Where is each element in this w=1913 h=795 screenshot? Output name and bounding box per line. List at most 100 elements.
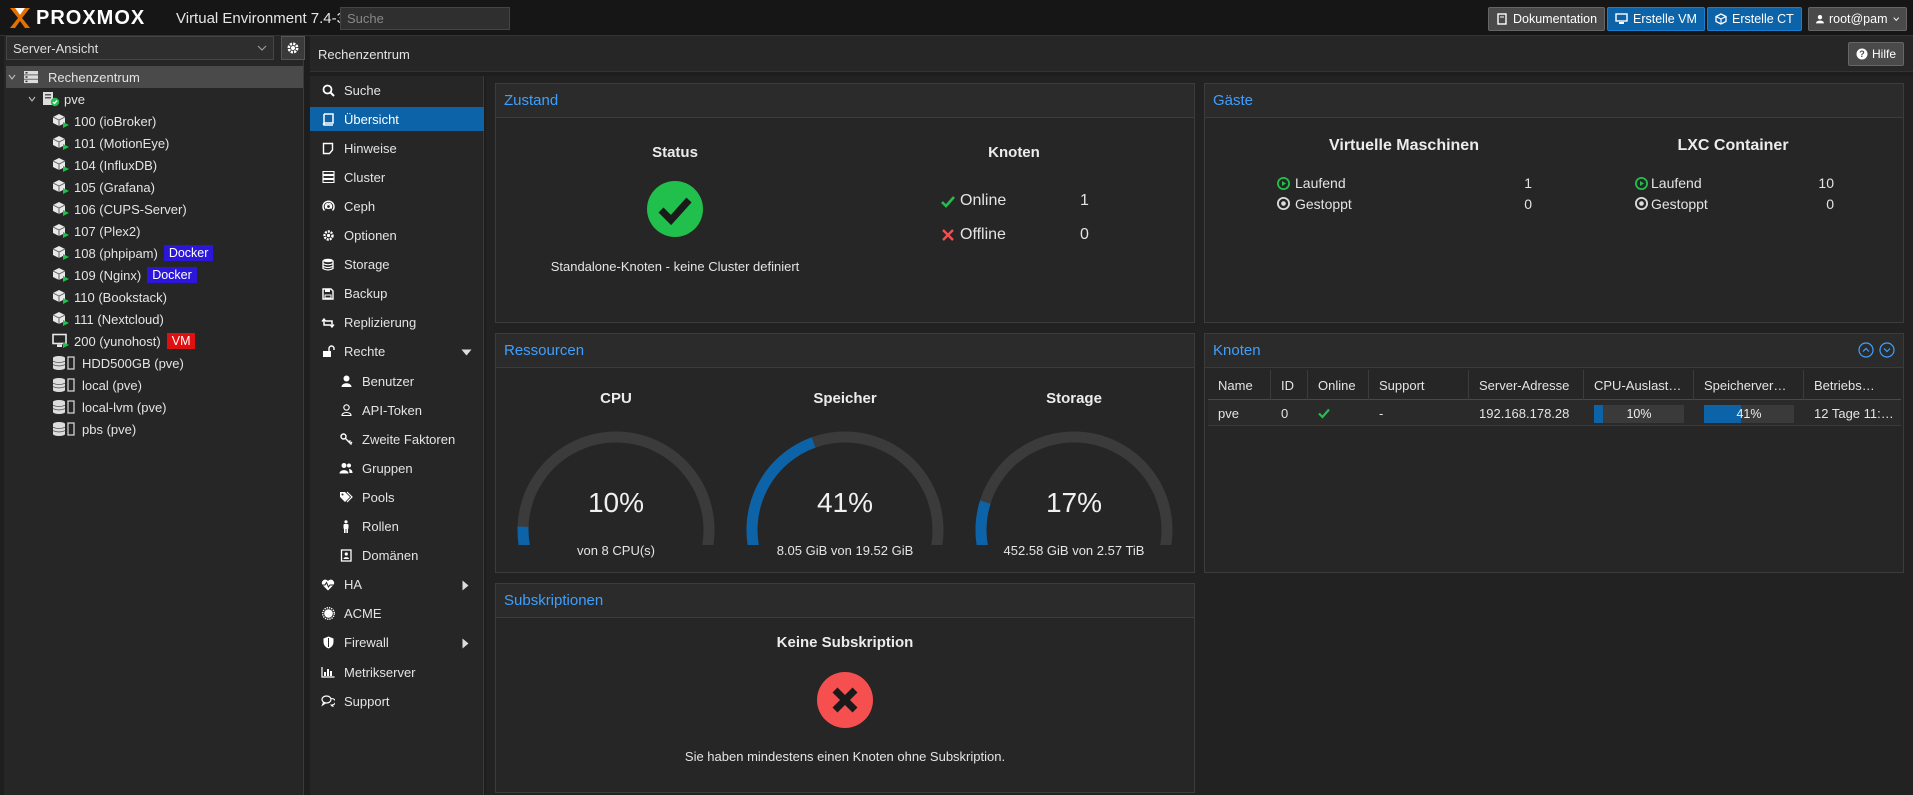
menu-item[interactable]: API-Token (310, 398, 484, 422)
ressourcen-title: Ressourcen (496, 334, 1194, 368)
tree-item[interactable]: 111 (Nextcloud) (52, 308, 302, 330)
memory-usage-label: 41% (1736, 407, 1762, 421)
tree-item[interactable]: 104 (InfluxDB) (52, 154, 302, 176)
proxmox-logo[interactable]: PROXMOX (8, 6, 145, 30)
menu-item[interactable]: Optionen (310, 224, 484, 248)
help-button[interactable]: ? Hilfe (1848, 42, 1905, 66)
memory-usage-fill (1704, 405, 1741, 423)
create-ct-button[interactable]: Erstelle CT (1707, 7, 1802, 31)
menu-item-label: Replizierung (344, 315, 417, 331)
datacenter-menu (310, 76, 484, 795)
col-header-online[interactable]: Online (1308, 370, 1369, 400)
ct-running-count: 10 (1818, 175, 1834, 191)
chevron-down-icon[interactable] (26, 91, 38, 107)
user-menu-button[interactable]: root@pam (1808, 7, 1907, 31)
offline-count: 0 (1080, 226, 1089, 243)
menu-item[interactable]: Gruppen (310, 456, 484, 480)
database-icon (320, 257, 336, 273)
tree-item[interactable]: 108 (phpipam) Docker (52, 242, 302, 264)
table-header: Name ID Online Support Server-Adresse CP… (1208, 370, 1901, 400)
menu-item[interactable]: Suche (310, 78, 484, 102)
caret-right-icon[interactable] (462, 580, 469, 591)
menu-item[interactable]: Zweite Faktoren (310, 427, 484, 451)
menu-item[interactable]: Domänen (310, 544, 484, 568)
caret-right-icon[interactable] (462, 638, 469, 649)
caret-down-icon[interactable] (461, 349, 472, 356)
col-header-support[interactable]: Support (1369, 370, 1469, 400)
tag-badge[interactable]: Docker (147, 267, 197, 283)
menu-item[interactable]: ACME (310, 602, 484, 626)
menu-item[interactable]: Storage (310, 253, 484, 277)
tree-item[interactable]: local (pve) (52, 374, 302, 396)
col-header-memory[interactable]: Speicherver… (1694, 370, 1804, 400)
ressourcen-panel: Ressourcen (495, 333, 1195, 573)
menu-item[interactable]: Support (310, 689, 484, 713)
menu-item[interactable]: Ceph (310, 194, 484, 218)
col-header-address[interactable]: Server-Adresse (1469, 370, 1584, 400)
times-icon (942, 229, 954, 241)
tag-badge[interactable]: Docker (163, 245, 214, 261)
certificate-icon (320, 606, 336, 622)
gauge-track (517, 431, 715, 545)
tree-item-rechenzentrum[interactable]: Rechenzentrum (6, 66, 303, 88)
tree-item[interactable]: 100 (ioBroker) (52, 110, 302, 132)
book-icon (320, 111, 336, 127)
create-vm-button[interactable]: Erstelle VM (1607, 7, 1705, 31)
subscription-heading: Keine Subskription (776, 634, 914, 651)
documentation-button[interactable]: Dokumentation (1488, 7, 1606, 31)
chevron-down-icon[interactable] (6, 69, 18, 85)
menu-item[interactable]: Metrikserver (310, 660, 484, 684)
cell-address: 192.168.178.28 (1479, 405, 1570, 421)
key-icon (338, 431, 354, 447)
menu-item[interactable]: Rechte (310, 340, 484, 364)
col-header-name[interactable]: Name (1208, 370, 1271, 400)
tree-item[interactable]: 200 (yunohost) VM (52, 330, 302, 352)
knoten-title: Knoten (1205, 334, 1903, 368)
cell-support: - (1379, 405, 1384, 421)
table-row[interactable]: pve 0 - 192.168.178.28 10% 41% 12 Tage 1… (1208, 400, 1901, 426)
tree-item[interactable]: 107 (Plex2) (52, 220, 302, 242)
tree-item[interactable]: HDD500GB (pve) (52, 352, 302, 374)
col-header-uptime[interactable]: Betriebs… (1814, 377, 1875, 393)
tag-badge[interactable]: VM (166, 333, 196, 349)
storage-icon (52, 421, 78, 437)
tree-item[interactable]: 109 (Nginx) Docker (52, 264, 302, 286)
tree-item[interactable]: 106 (CUPS-Server) (52, 198, 302, 220)
menu-item[interactable]: Übersicht (310, 107, 484, 132)
tree-item[interactable]: 110 (Bookstack) (52, 286, 302, 308)
tree-settings-button[interactable] (281, 36, 305, 60)
menu-item[interactable]: Replizierung (310, 311, 484, 335)
collapse-icon[interactable] (1858, 342, 1874, 358)
container-running-icon (52, 223, 70, 239)
cell-id: 0 (1281, 405, 1289, 421)
view-select[interactable]: Server-Ansicht (6, 36, 274, 60)
menu-item[interactable]: Pools (310, 485, 484, 509)
play-circle-icon (1277, 177, 1290, 190)
tree-item[interactable]: 101 (MotionEye) (52, 132, 302, 154)
tree-item-node-pve[interactable]: pve (26, 88, 303, 110)
tree-item[interactable]: 105 (Grafana) (52, 176, 302, 198)
comments-icon (320, 693, 336, 709)
tree-item[interactable]: pbs (pve) (52, 418, 302, 440)
menu-item[interactable]: Hinweise (310, 136, 484, 160)
menu-item[interactable]: Rollen (310, 515, 484, 539)
user-icon (338, 373, 354, 389)
menu-item[interactable]: Backup (310, 282, 484, 306)
menu-item[interactable]: Benutzer (310, 369, 484, 393)
check-circle-icon (647, 181, 703, 237)
menu-item[interactable]: Cluster (310, 165, 484, 189)
tree-item[interactable]: local-lvm (pve) (52, 396, 302, 418)
expand-icon[interactable] (1879, 342, 1895, 358)
container-running-icon (52, 179, 70, 195)
gauge-value: 17% (1045, 487, 1103, 518)
vm-running-icon (52, 333, 70, 349)
col-header-id[interactable]: ID (1271, 370, 1308, 400)
tree-label: 105 (Grafana) (74, 179, 155, 195)
search-input[interactable] (340, 7, 510, 30)
col-header-cpu[interactable]: CPU-Auslast… (1584, 370, 1694, 400)
cpu-usage-label: 10% (1626, 407, 1652, 421)
user-label: root@pam (1828, 12, 1888, 26)
menu-item[interactable]: HA (310, 573, 484, 597)
book-icon (1497, 13, 1507, 25)
menu-item[interactable]: Firewall (310, 631, 484, 655)
